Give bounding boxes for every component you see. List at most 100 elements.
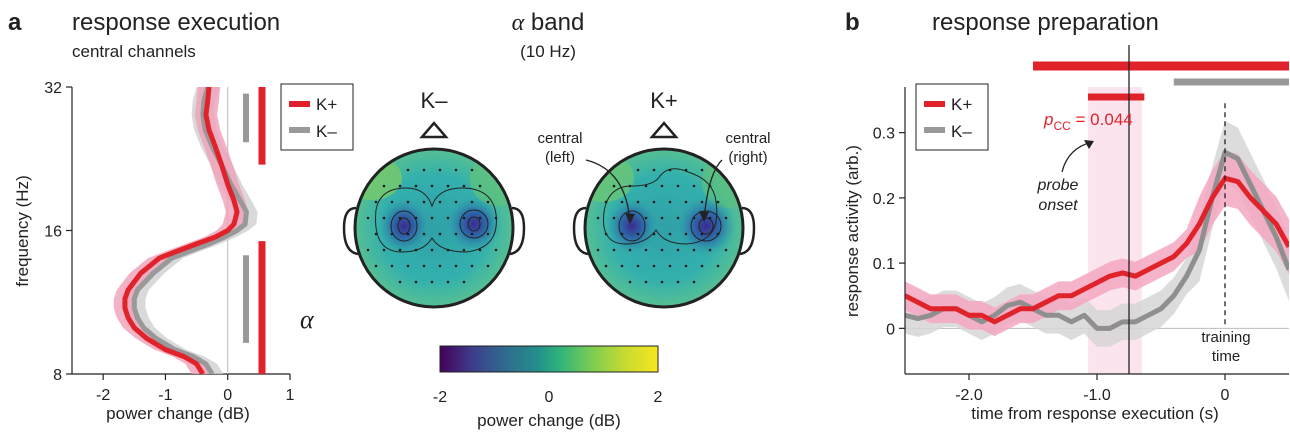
- electrode-dot: [668, 264, 672, 268]
- electrode-dot: [454, 232, 458, 236]
- panel-a-bands: [113, 87, 258, 374]
- electrode-dot: [692, 184, 696, 188]
- electrode-dot: [716, 200, 720, 204]
- electrode-dot: [628, 248, 632, 252]
- electrode-dot: [716, 232, 720, 236]
- panel-a-letter: a: [8, 9, 22, 36]
- colorbar-tick-min: -2: [433, 389, 447, 406]
- probe-onset-arrowhead: [1084, 140, 1094, 149]
- colorbar-tick-max: 2: [654, 389, 663, 406]
- electrode-dot: [462, 216, 466, 220]
- panel-b-ticks: -2.0 -1.0 0 0 0.1 0.2 0.3: [873, 126, 1230, 404]
- colorbar: -2 0 2 power change (dB): [433, 345, 663, 430]
- electrode-dot: [398, 280, 402, 284]
- a-xtick-label: 0: [223, 387, 232, 404]
- central-left-label-2: (left): [545, 149, 575, 166]
- electrode-dot: [478, 184, 482, 188]
- electrode-dot: [684, 264, 688, 268]
- electrode-dot: [644, 280, 648, 284]
- electrode-dot: [486, 232, 490, 236]
- electrode-dot: [446, 248, 450, 252]
- electrode-dot: [700, 168, 704, 172]
- electrode-dot: [454, 264, 458, 268]
- electrode-dot: [430, 248, 434, 252]
- nose-icon: [649, 121, 679, 139]
- electrode-dot: [612, 248, 616, 252]
- electrode-dot: [414, 216, 418, 220]
- electrode-dot: [414, 184, 418, 188]
- electrode-dot: [486, 200, 490, 204]
- panel-a-sig-bars: [243, 87, 266, 374]
- electrode-dot: [604, 200, 608, 204]
- electrode-dot: [438, 264, 442, 268]
- p-value-annotation: pCC = 0.044: [1043, 110, 1133, 133]
- b-ytick-label: 0: [886, 321, 895, 338]
- b-xtick-label: -2.0: [955, 387, 983, 404]
- electrode-dot: [414, 248, 418, 252]
- electrode-dot: [454, 168, 458, 172]
- electrode-dot: [596, 248, 600, 252]
- electrode-dot: [604, 264, 608, 268]
- electrode-dot: [430, 216, 434, 220]
- legend-a-kplus-label: K+: [316, 95, 337, 114]
- electrode-dot: [390, 232, 394, 236]
- electrode-dot: [676, 184, 680, 188]
- p-value-number: = 0.044: [1071, 110, 1133, 129]
- electrode-dot: [652, 200, 656, 204]
- electrode-dot: [684, 200, 688, 204]
- electrode-dot: [684, 232, 688, 236]
- electrode-dot: [398, 248, 402, 252]
- electrode-dot: [438, 200, 442, 204]
- electrode-dot: [724, 248, 728, 252]
- electrode-dot: [406, 264, 410, 268]
- probe-onset-arrow: [1061, 141, 1093, 173]
- electrode-dot: [676, 248, 680, 252]
- a-xtick-label: -2: [96, 387, 110, 404]
- electrode-dot: [612, 184, 616, 188]
- panel-a-xlabel: power change (dB): [106, 404, 250, 423]
- band-b-kplus: [905, 150, 1289, 337]
- electrode-dot: [478, 248, 482, 252]
- p-value-subscript: CC: [1053, 119, 1071, 133]
- electrode-dot: [668, 168, 672, 172]
- electrode-dot: [620, 232, 624, 236]
- electrode-dot: [470, 232, 474, 236]
- electrode-dot: [700, 200, 704, 204]
- panel-a-subtitle: central channels: [72, 42, 196, 61]
- topo-subtitle: (10 Hz): [520, 42, 576, 61]
- a-xtick-label: -1: [158, 387, 172, 404]
- electrode-dot: [382, 248, 386, 252]
- electrode-dot: [494, 248, 498, 252]
- electrode-dot: [636, 168, 640, 172]
- electrode-dot: [462, 248, 466, 252]
- electrode-dot: [620, 264, 624, 268]
- electrode-dot: [366, 248, 370, 252]
- electrode-dot: [406, 168, 410, 172]
- electrode-dot: [692, 216, 696, 220]
- electrode-dot: [374, 264, 378, 268]
- electrode-dot: [700, 232, 704, 236]
- electrode-dot: [382, 216, 386, 220]
- electrode-dot: [446, 184, 450, 188]
- panel-b-sig-bars: [1033, 61, 1289, 101]
- electrode-dot: [470, 264, 474, 268]
- b-xtick-label: 0: [1221, 387, 1230, 404]
- electrode-dot: [438, 168, 442, 172]
- electrode-dot: [406, 232, 410, 236]
- electrode-dot: [676, 216, 680, 220]
- electrode-dot: [398, 184, 402, 188]
- training-time-label-2: time: [1212, 348, 1240, 365]
- legend-b-kminus-label: K–: [951, 122, 972, 141]
- electrode-dot: [470, 168, 474, 172]
- panel-b-xlabel: time from response execution (s): [971, 404, 1219, 423]
- electrode-dot: [628, 280, 632, 284]
- central-annotations: central (left) central (right): [537, 130, 771, 224]
- panel-a-lines: [122, 87, 249, 374]
- line-a-kplus: [122, 87, 240, 374]
- colorbar-label: power change (dB): [477, 411, 621, 430]
- central-right-label-1: central: [725, 130, 770, 147]
- electrode-dot: [692, 280, 696, 284]
- electrode-dot: [462, 184, 466, 188]
- electrode-dot: [684, 168, 688, 172]
